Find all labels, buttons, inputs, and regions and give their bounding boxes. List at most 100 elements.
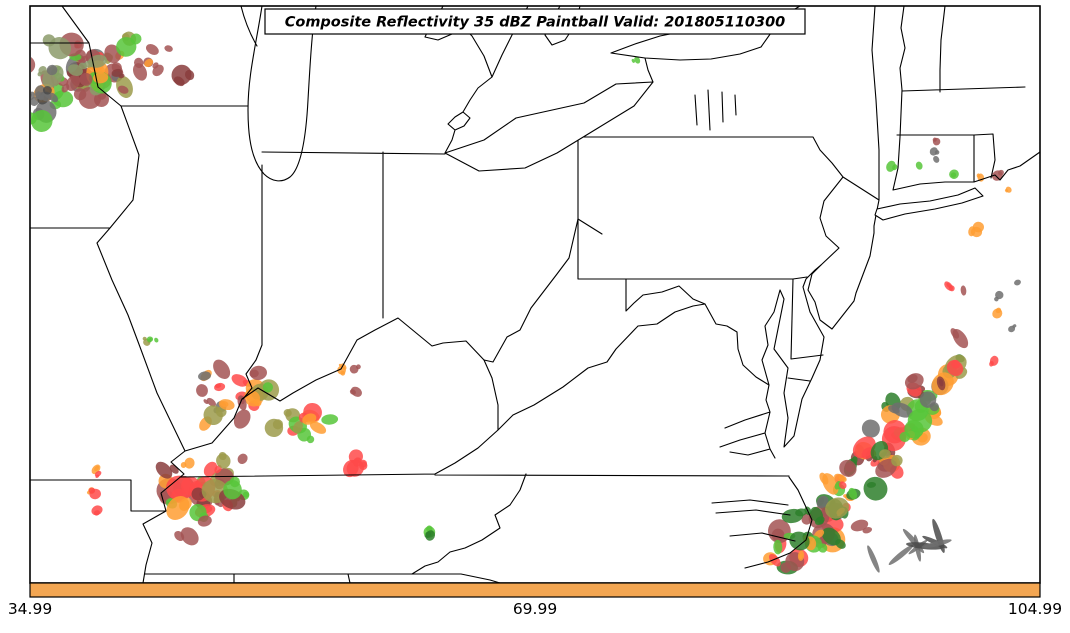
paintball-blob [79, 72, 93, 86]
paintball-blob [825, 497, 849, 519]
lake-michigan [247, 5, 317, 182]
paintball-blob [899, 431, 911, 443]
paintball-blob [819, 472, 829, 485]
paintball-blob [272, 419, 283, 430]
paintball-blob [152, 62, 159, 69]
paintball-blob [117, 85, 129, 94]
paintball-blob [879, 449, 891, 459]
paintball-blob [346, 459, 365, 477]
paintball-blob [771, 528, 785, 542]
paintball-blob [932, 137, 941, 146]
paintball-blob [348, 449, 363, 464]
colorbar-tick-mid: 69.99 [513, 600, 557, 618]
paintball-blob [950, 328, 960, 339]
paintball-blob [219, 401, 229, 407]
paintball-blob [870, 458, 880, 467]
paintball-blob [67, 64, 83, 76]
paintball-blob [892, 164, 898, 171]
paintball-blob [933, 155, 940, 163]
paintball-blob [932, 137, 937, 142]
paintball-blob [233, 409, 251, 429]
paintball-blob [907, 409, 933, 433]
paintball-blob [283, 409, 292, 417]
paintball-blob [154, 337, 159, 343]
paintball-blob [309, 421, 327, 434]
paintball-blob [1004, 189, 1009, 193]
paintball-blob [915, 161, 923, 170]
paintball-blob [94, 465, 100, 472]
paintball-blob [180, 462, 187, 468]
chesapeake-bay [719, 264, 825, 459]
paintball-blob [866, 481, 876, 488]
paintball-blob [634, 56, 641, 64]
paintball-blob [133, 63, 147, 81]
paintball-blob [960, 285, 967, 296]
paintball-blob [229, 476, 241, 488]
paintball-blob [249, 369, 259, 378]
paintball-blob [998, 169, 1004, 176]
paintball-blobs [31, 31, 1021, 575]
paintball-blob [146, 336, 154, 343]
paintball-blob [818, 519, 824, 525]
paintball-blob [118, 73, 125, 79]
paintball-blob [948, 285, 955, 292]
boundary-appalachia-potomac [497, 278, 770, 431]
paintball-blob [891, 402, 913, 418]
paintball-blob [844, 462, 855, 473]
paintball-blob [817, 543, 828, 553]
title-box [264, 8, 806, 35]
paintball-blob [848, 487, 858, 500]
paintball-blob [134, 57, 144, 69]
boundary-northeast [694, 5, 1041, 201]
paintball-blob [179, 497, 192, 511]
paintball-blob [262, 382, 274, 393]
boundary-midatlantic [577, 121, 880, 382]
paintball-blob [184, 457, 195, 469]
paintball-blob [180, 527, 199, 546]
paintball-blob [93, 510, 100, 516]
paintball-blob [425, 531, 431, 538]
paintball-blob [218, 451, 227, 461]
paintball-blob [306, 435, 315, 444]
carolina-sounds-outer-banks [711, 476, 813, 569]
ohio-river [184, 218, 603, 452]
paintball-blob [203, 399, 209, 405]
paintball-blob [253, 398, 262, 407]
paintball-blob [850, 519, 869, 532]
paintball-blob [264, 418, 284, 438]
paintball-blob [130, 33, 142, 45]
paintball-blob [321, 414, 339, 425]
paintball-blob [31, 112, 37, 125]
paintball-blob [789, 531, 810, 551]
boundary-upper-mississippi [29, 5, 249, 584]
paintball-blob [31, 110, 53, 132]
paintball-blob [66, 74, 81, 91]
paintball-blob [215, 383, 222, 389]
paintball-blob [213, 359, 231, 379]
paintball-blob [768, 553, 781, 567]
paintball-blob [835, 539, 846, 549]
paintball-blob [816, 495, 829, 509]
paintball-blob [867, 545, 880, 573]
paintball-blob [950, 172, 957, 178]
paintball-blob [38, 94, 44, 101]
paintball-blob [174, 530, 185, 542]
paintball-blob [1014, 279, 1021, 286]
paintball-blob [142, 336, 147, 341]
paintball-blob [46, 64, 58, 76]
paintball-blob [929, 402, 939, 412]
paintball-blob [293, 421, 303, 434]
boundary-midwest-states [242, 151, 446, 400]
paintball-blob [976, 173, 981, 178]
state-boundaries [29, 5, 1041, 584]
paintball-blob [994, 296, 999, 302]
paintball-blob [302, 413, 317, 425]
paintball-blob [861, 419, 880, 438]
paintball-blob [907, 374, 918, 384]
colorbar [29, 582, 1041, 598]
paintball-blob [923, 539, 952, 548]
paintball-blob [206, 397, 217, 407]
colorbar-tick-low: 34.99 [8, 600, 52, 618]
